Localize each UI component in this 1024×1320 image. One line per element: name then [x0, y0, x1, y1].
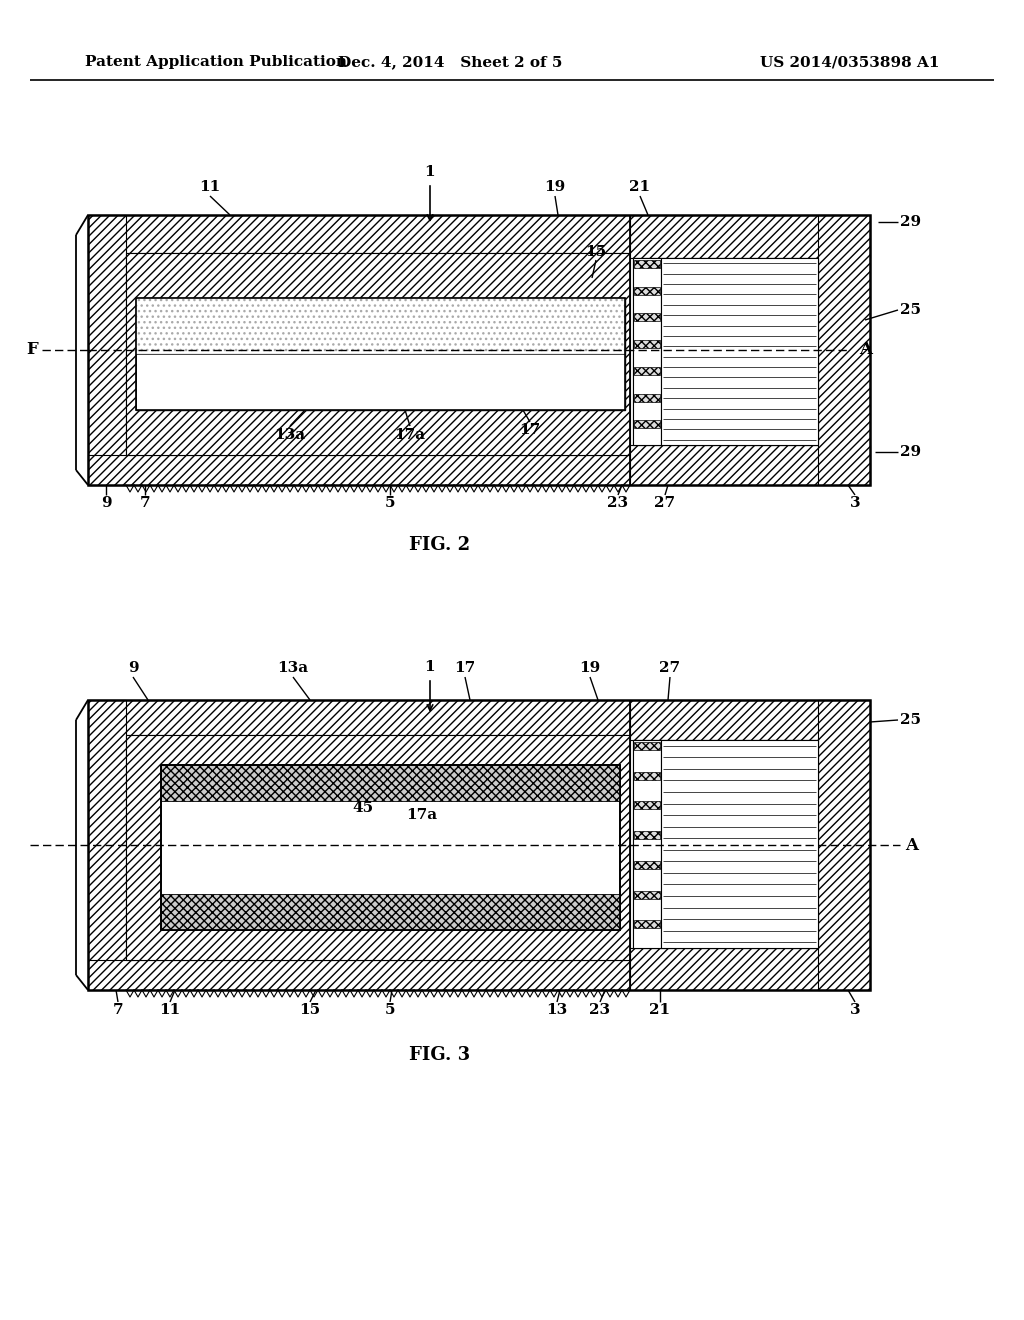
- Bar: [136, 298, 625, 354]
- Bar: [662, 741, 818, 948]
- Text: 17: 17: [519, 422, 541, 437]
- Bar: [633, 741, 818, 948]
- Bar: [630, 948, 870, 990]
- Bar: [818, 215, 870, 484]
- Bar: [634, 742, 660, 750]
- Text: 21: 21: [630, 180, 650, 194]
- Bar: [161, 766, 620, 931]
- Bar: [633, 257, 648, 445]
- Bar: [88, 215, 630, 253]
- Bar: [634, 286, 660, 294]
- Text: 23: 23: [590, 1003, 610, 1016]
- Text: US 2014/0353898 A1: US 2014/0353898 A1: [761, 55, 940, 69]
- Text: 9: 9: [100, 496, 112, 510]
- Text: 1: 1: [425, 660, 435, 675]
- Bar: [136, 298, 625, 409]
- Text: 15: 15: [586, 246, 606, 259]
- Text: 29: 29: [900, 215, 922, 228]
- Bar: [630, 445, 870, 484]
- Bar: [662, 257, 818, 445]
- Bar: [634, 420, 660, 428]
- Bar: [633, 741, 662, 948]
- Text: 27: 27: [659, 661, 681, 675]
- Bar: [161, 766, 620, 801]
- Text: FIG. 3: FIG. 3: [410, 1045, 471, 1064]
- Bar: [126, 735, 630, 960]
- Text: 7: 7: [139, 496, 151, 510]
- Text: 45: 45: [352, 801, 374, 814]
- Bar: [136, 298, 625, 409]
- Text: 21: 21: [649, 1003, 671, 1016]
- Text: Patent Application Publication: Patent Application Publication: [85, 55, 347, 69]
- Bar: [126, 253, 630, 455]
- Bar: [136, 354, 625, 409]
- Bar: [818, 700, 870, 990]
- Text: A: A: [859, 342, 872, 359]
- Text: 25: 25: [900, 304, 921, 317]
- Text: 11: 11: [160, 1003, 180, 1016]
- Bar: [634, 341, 660, 348]
- Text: 3: 3: [850, 1003, 860, 1016]
- Bar: [88, 455, 630, 484]
- Bar: [634, 832, 660, 840]
- Bar: [161, 766, 620, 931]
- Text: 17a: 17a: [394, 428, 426, 442]
- Bar: [88, 700, 126, 990]
- Bar: [634, 260, 660, 268]
- Text: 13: 13: [547, 1003, 567, 1016]
- Text: 19: 19: [580, 661, 601, 675]
- Bar: [634, 861, 660, 869]
- Text: 13a: 13a: [274, 428, 305, 442]
- Bar: [634, 313, 660, 322]
- Text: 27: 27: [654, 496, 676, 510]
- Text: 15: 15: [299, 1003, 321, 1016]
- Bar: [634, 920, 660, 928]
- Text: 5: 5: [385, 1003, 395, 1016]
- Bar: [630, 700, 870, 741]
- Bar: [633, 257, 818, 445]
- Bar: [633, 257, 662, 445]
- Bar: [88, 215, 870, 484]
- Text: FIG. 2: FIG. 2: [410, 536, 471, 554]
- Bar: [88, 215, 126, 484]
- Text: F: F: [27, 342, 38, 359]
- Text: 11: 11: [200, 180, 220, 194]
- Text: 17: 17: [455, 661, 475, 675]
- Text: 17a: 17a: [407, 808, 437, 822]
- Bar: [630, 215, 870, 257]
- Text: 1: 1: [425, 165, 435, 180]
- Text: 5: 5: [385, 496, 395, 510]
- Bar: [634, 393, 660, 401]
- Text: 3: 3: [850, 496, 860, 510]
- Bar: [161, 894, 620, 931]
- Bar: [88, 960, 630, 990]
- Text: 19: 19: [545, 180, 565, 194]
- Bar: [633, 741, 648, 948]
- Text: A: A: [905, 837, 919, 854]
- Text: 29: 29: [900, 445, 922, 459]
- Text: 23: 23: [607, 496, 629, 510]
- Bar: [88, 700, 870, 990]
- Text: 25: 25: [900, 713, 921, 727]
- Text: 7: 7: [113, 1003, 123, 1016]
- Text: 9: 9: [128, 661, 138, 675]
- Bar: [634, 367, 660, 375]
- Bar: [634, 772, 660, 780]
- Bar: [88, 700, 630, 735]
- Bar: [634, 891, 660, 899]
- Text: 13a: 13a: [278, 661, 308, 675]
- Text: Dec. 4, 2014   Sheet 2 of 5: Dec. 4, 2014 Sheet 2 of 5: [338, 55, 562, 69]
- Bar: [634, 801, 660, 809]
